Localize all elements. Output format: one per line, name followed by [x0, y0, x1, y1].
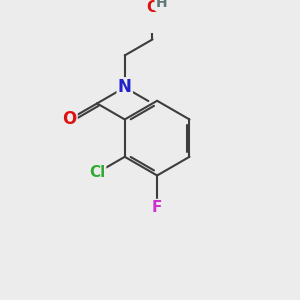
Text: N: N [118, 78, 132, 96]
Text: O: O [62, 110, 76, 128]
Text: O: O [146, 0, 159, 15]
Text: F: F [152, 200, 162, 215]
Text: Cl: Cl [89, 165, 105, 180]
Text: H: H [156, 0, 167, 10]
